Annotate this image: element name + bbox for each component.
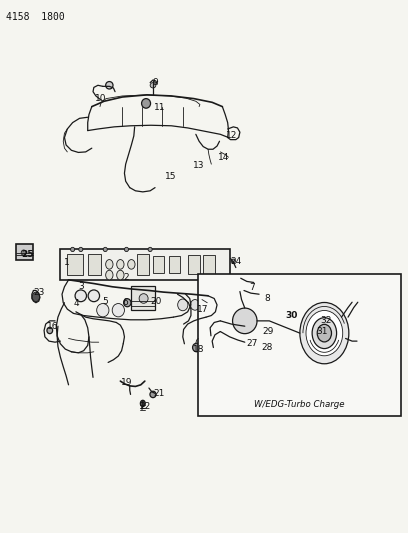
Ellipse shape [191, 300, 200, 310]
Ellipse shape [75, 290, 86, 302]
Text: 2: 2 [124, 273, 129, 281]
Text: 13: 13 [193, 161, 205, 169]
Text: 10: 10 [95, 94, 107, 103]
Bar [169, 256, 180, 273]
Text: 14: 14 [218, 153, 229, 161]
Bar [131, 286, 155, 310]
Text: 8: 8 [264, 294, 270, 303]
Bar [60, 249, 230, 280]
Bar [88, 254, 101, 275]
Text: 18: 18 [193, 345, 205, 353]
Ellipse shape [178, 299, 188, 311]
Text: 5: 5 [102, 297, 108, 305]
Ellipse shape [97, 304, 109, 317]
Ellipse shape [254, 292, 262, 299]
Ellipse shape [142, 99, 151, 108]
Ellipse shape [128, 260, 135, 269]
Ellipse shape [32, 292, 40, 302]
Bar [153, 256, 164, 273]
Text: 9: 9 [152, 78, 158, 87]
Ellipse shape [150, 83, 156, 88]
Bar [188, 255, 200, 274]
Text: 6: 6 [123, 298, 129, 307]
Text: 11: 11 [154, 103, 166, 112]
Ellipse shape [106, 260, 113, 269]
Text: 20: 20 [150, 297, 162, 305]
Ellipse shape [106, 270, 113, 280]
Bar [67, 254, 83, 275]
Ellipse shape [47, 327, 53, 334]
Ellipse shape [312, 318, 337, 349]
Ellipse shape [117, 270, 124, 280]
Ellipse shape [124, 247, 129, 252]
Text: W/EDG-Turbo Charge: W/EDG-Turbo Charge [254, 400, 345, 408]
Text: 17: 17 [197, 305, 209, 313]
Ellipse shape [103, 247, 107, 252]
Text: 21: 21 [153, 389, 165, 398]
Ellipse shape [233, 308, 257, 334]
Ellipse shape [300, 302, 349, 364]
Text: 12: 12 [226, 132, 237, 140]
Ellipse shape [140, 400, 145, 407]
Bar [137, 254, 149, 275]
Text: 15: 15 [165, 173, 176, 181]
Text: 16: 16 [47, 322, 59, 330]
Text: 7: 7 [249, 284, 255, 292]
Text: 3: 3 [79, 282, 84, 291]
Text: 30: 30 [286, 311, 298, 320]
Text: 4158  1800: 4158 1800 [6, 12, 65, 22]
Ellipse shape [71, 247, 75, 252]
Text: 28: 28 [262, 343, 273, 352]
Ellipse shape [148, 247, 152, 252]
Ellipse shape [117, 260, 124, 269]
Ellipse shape [79, 247, 83, 252]
Ellipse shape [150, 391, 156, 398]
Ellipse shape [88, 290, 100, 302]
Text: 1: 1 [64, 258, 70, 266]
Ellipse shape [193, 343, 201, 352]
Bar [198, 274, 401, 416]
Ellipse shape [306, 310, 343, 356]
Ellipse shape [231, 259, 235, 263]
Bar [16, 244, 33, 260]
Ellipse shape [21, 250, 26, 255]
Text: 22: 22 [139, 402, 151, 410]
Text: 19: 19 [121, 378, 132, 387]
Ellipse shape [106, 82, 113, 89]
Ellipse shape [249, 280, 257, 287]
Text: 32: 32 [321, 317, 332, 325]
Text: 25: 25 [22, 251, 34, 259]
Ellipse shape [139, 294, 148, 303]
Ellipse shape [204, 300, 208, 305]
Ellipse shape [112, 304, 124, 317]
Bar [203, 255, 215, 274]
Text: 31: 31 [317, 327, 328, 336]
Ellipse shape [317, 324, 331, 342]
Text: 23: 23 [33, 288, 44, 296]
Ellipse shape [124, 298, 131, 307]
Text: 29: 29 [263, 327, 274, 336]
Text: 27: 27 [246, 340, 258, 348]
Text: 4: 4 [74, 300, 80, 308]
Text: 24: 24 [230, 257, 242, 265]
